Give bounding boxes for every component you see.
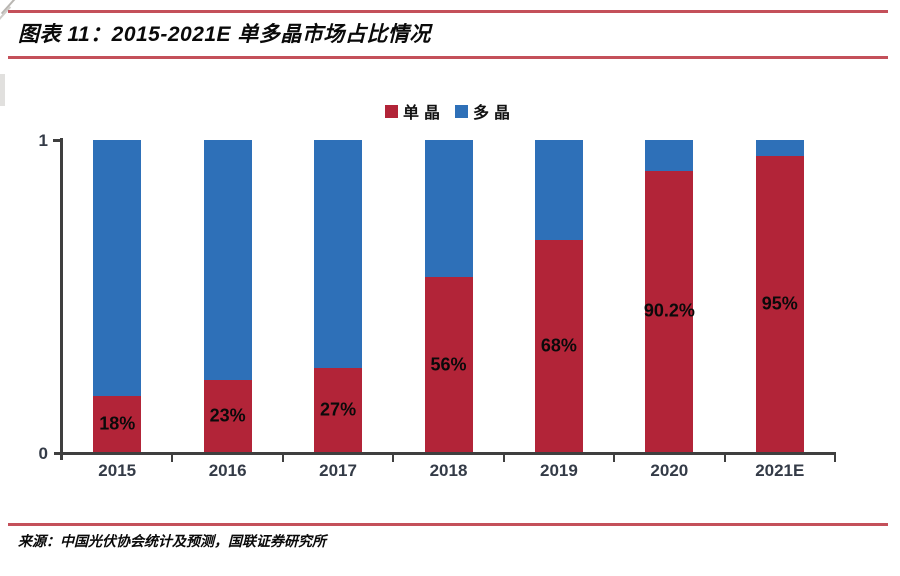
bar-data-label: 56% (430, 354, 467, 375)
bar-segment-mono (93, 395, 142, 452)
x-axis-tick (834, 455, 836, 462)
bar-segment-mono (203, 380, 252, 452)
x-axis-tick-label: 2017 (319, 461, 357, 480)
title-bottom-rule (8, 56, 888, 59)
legend-swatch-multi-icon (455, 104, 468, 118)
legend-item-multi: 多晶 (455, 99, 515, 123)
bar-segment-multi (645, 140, 694, 171)
x-axis-tick (613, 455, 616, 462)
legend-swatch-mono-icon (384, 104, 398, 118)
bar-segment-mono (314, 367, 363, 452)
bar-data-label: 23% (209, 405, 246, 426)
chart-legend: 单晶 多晶 (0, 99, 900, 123)
x-axis-line (54, 452, 836, 455)
x-axis-tick-label: 2016 (208, 461, 247, 480)
x-axis-tick-label: 2018 (429, 461, 468, 480)
bar-segment-multi (314, 140, 363, 368)
x-axis-tick-label: 2015 (98, 461, 137, 480)
bar-data-label: 27% (320, 399, 357, 420)
bar-data-label: 90.2% (643, 300, 695, 321)
bar-segment-mono (645, 170, 694, 452)
bar-data-label: 68% (540, 335, 577, 356)
bar-segment-multi (203, 140, 252, 381)
x-axis-tick-label: 2020 (650, 461, 689, 480)
bar-data-label: 18% (99, 413, 136, 434)
bar-segment-mono (534, 239, 583, 452)
bar-segment-multi (534, 140, 583, 240)
scan-edge-artifact (0, 74, 5, 106)
legend-label-multi: 多晶 (473, 105, 516, 122)
x-axis-tick-label: 2019 (540, 461, 578, 480)
x-axis-tick (502, 455, 505, 462)
y-axis-top-tick (53, 139, 61, 142)
bar-segment-mono (424, 277, 473, 452)
legend-item-mono: 单晶 (384, 99, 445, 123)
bar-segment-multi (93, 140, 142, 396)
bar-segment-mono (755, 155, 804, 452)
bar-data-label: 95% (761, 293, 798, 314)
x-axis-tick (171, 455, 174, 462)
x-axis-tick (392, 455, 395, 462)
y-axis-tick-label-1: 1 (38, 131, 48, 150)
bar-segment-multi (755, 140, 804, 156)
source-top-rule (8, 523, 888, 526)
x-axis-tick (723, 455, 726, 462)
x-axis-tick (281, 455, 284, 462)
bar-segment-multi (424, 140, 473, 278)
y-axis-tick-label-0: 0 (38, 444, 48, 463)
y-axis-line (60, 138, 63, 460)
plot-area: 18% 2015 23% 2016 27% 2017 56% 2018 68% 2019 90.2%… (62, 140, 836, 480)
legend-label-mono: 单晶 (402, 105, 445, 122)
x-axis-tick-label: 2021E (755, 461, 805, 480)
source-note: 来源：中国光伏协会统计及预测，国联证券研究所 (18, 533, 326, 549)
figure-title: 图表 11：2015-2021E 单多晶市场占比情况 (18, 23, 431, 46)
title-top-rule (8, 10, 888, 13)
